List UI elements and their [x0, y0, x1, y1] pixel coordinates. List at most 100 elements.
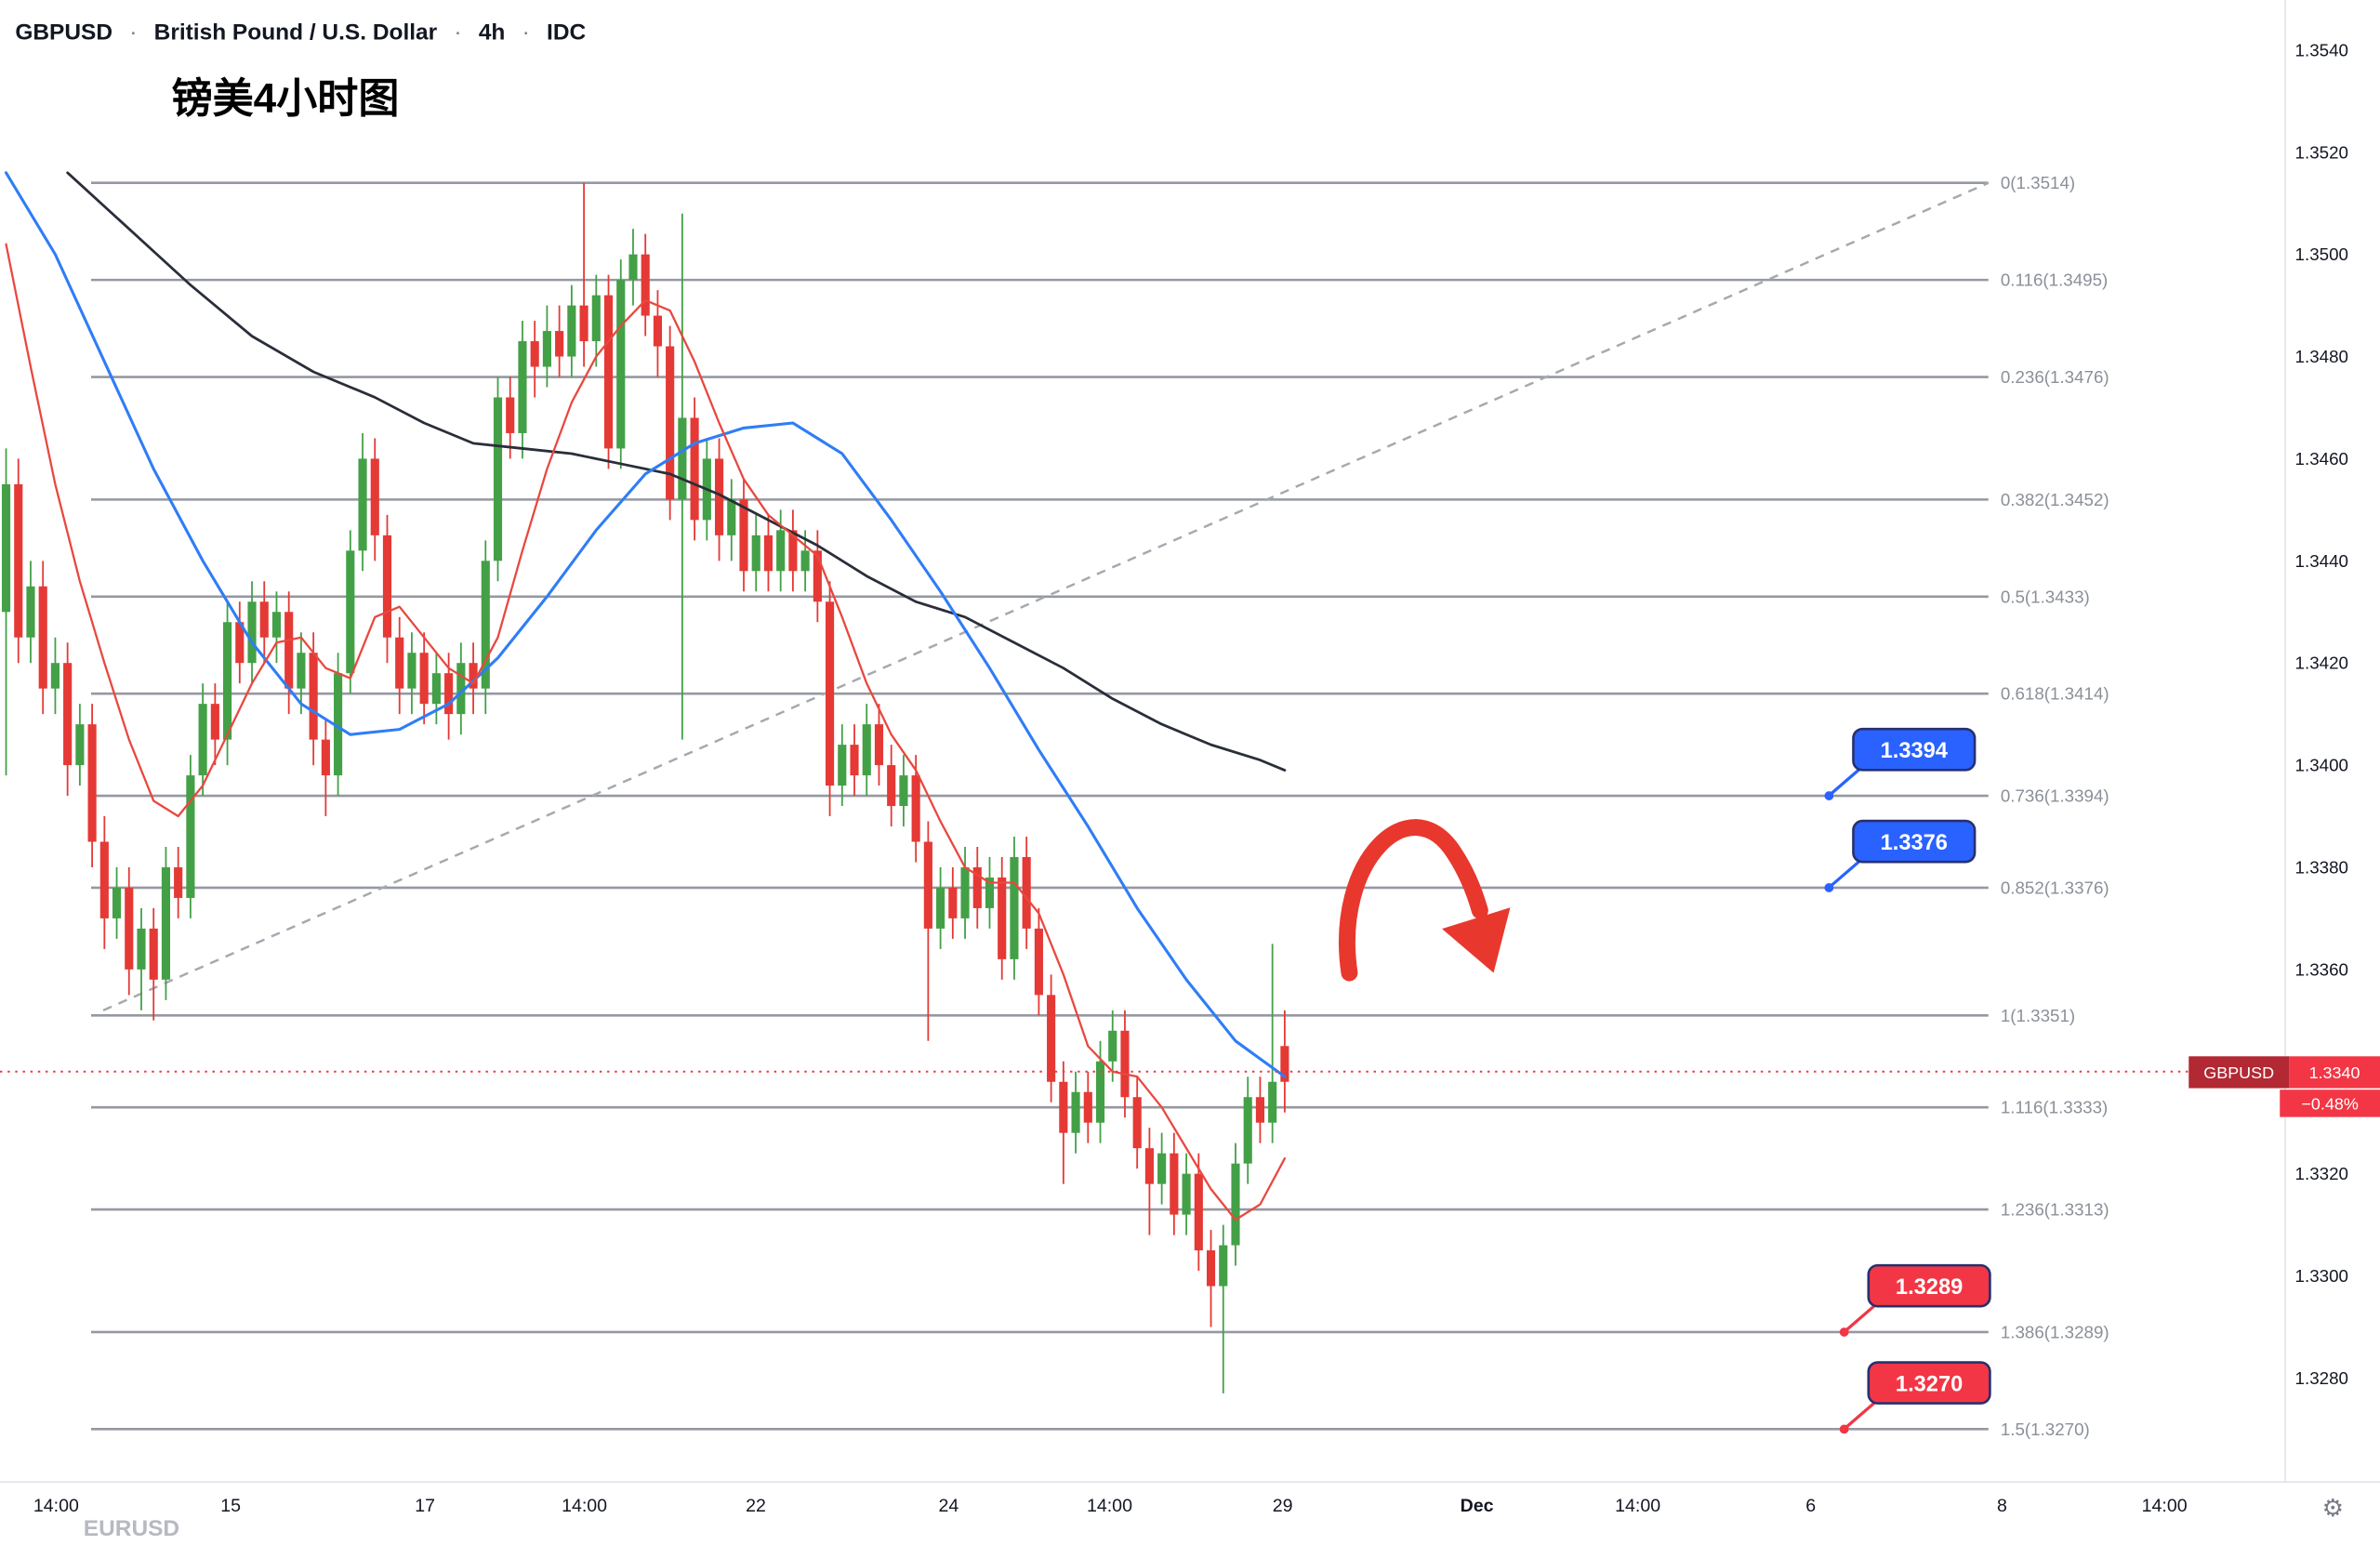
time-axis-label[interactable]: 29: [1273, 1496, 1293, 1516]
candle-body: [1268, 1081, 1277, 1123]
time-axis-label[interactable]: 6: [1805, 1496, 1816, 1516]
candle-body: [530, 341, 539, 367]
price-axis-label[interactable]: 1.3320: [2295, 1164, 2348, 1183]
fib-level-label: 0.618(1.3414): [2001, 684, 2109, 704]
callout-box[interactable]: [1867, 1263, 1991, 1308]
time-axis-label[interactable]: 14:00: [33, 1496, 79, 1516]
callout-anchor-dot: [1824, 883, 1834, 892]
price-axis-label[interactable]: 1.3420: [2295, 654, 2348, 673]
badge-symbol: GBPUSD: [2203, 1063, 2274, 1082]
callout-anchor-dot: [1839, 1424, 1849, 1434]
callout-box[interactable]: [1852, 819, 1977, 864]
candle-body: [948, 887, 958, 918]
fib-level-label: 1.5(1.3270): [2001, 1420, 2090, 1439]
price-axis-label[interactable]: 1.3400: [2295, 756, 2348, 775]
price-axis-label[interactable]: 1.3360: [2295, 959, 2348, 979]
candle-body: [960, 866, 970, 918]
price-axis-label[interactable]: 1.3280: [2295, 1368, 2348, 1388]
symbol-header[interactable]: GBPUSD · British Pound / U.S. Dollar · 4…: [15, 20, 586, 45]
candle-body: [186, 775, 195, 898]
candle-body: [972, 866, 982, 908]
price-axis-label[interactable]: 1.3500: [2295, 244, 2348, 264]
candle-body: [370, 458, 379, 535]
candle-body: [456, 663, 466, 715]
price-badge: GBPUSD 1.3340 −0.48%: [2188, 1056, 2380, 1117]
candle-body: [1095, 1061, 1105, 1123]
candle-body: [555, 331, 564, 357]
candle-body: [259, 601, 269, 638]
candle-body: [26, 586, 35, 638]
candle-body: [1231, 1163, 1240, 1246]
fib-level-label: 1.386(1.3289): [2001, 1322, 2109, 1341]
candle-body: [174, 866, 183, 898]
candle-body: [346, 550, 355, 674]
candle-body: [87, 724, 97, 842]
candle-body: [923, 841, 932, 929]
fib-retracement-tool[interactable]: 0(1.3514) 0.116(1.3495) 0.236(1.3476) 0.382…: [90, 173, 2109, 1439]
candle-body: [112, 887, 122, 918]
candle-body: [653, 315, 662, 347]
symbol-name[interactable]: GBPUSD: [15, 20, 112, 45]
time-axis-label[interactable]: 8: [1997, 1496, 2007, 1516]
price-axis-label[interactable]: 1.3460: [2295, 449, 2348, 469]
candle-body: [1034, 928, 1043, 996]
time-axis-label[interactable]: 15: [220, 1496, 241, 1516]
price-callout[interactable]: 1.3376: [1824, 819, 1977, 892]
candle-body: [235, 622, 245, 664]
arrow-head: [1442, 907, 1511, 973]
candle-body: [603, 295, 614, 449]
candle-body: [284, 612, 294, 689]
price-axis-label[interactable]: 1.3520: [2295, 142, 2348, 162]
candle-body: [149, 928, 158, 980]
price-callout[interactable]: 1.3394: [1824, 727, 1977, 800]
candle-body: [395, 637, 404, 689]
callout-price-text: 1.3289: [1896, 1275, 1963, 1300]
price-callout[interactable]: 1.3270: [1839, 1361, 1991, 1434]
time-axis-label[interactable]: 14:00: [1615, 1496, 1660, 1516]
arrow-annotation[interactable]: [1339, 819, 1511, 982]
price-axis-label[interactable]: 1.3480: [2295, 347, 2348, 366]
candle-body: [38, 586, 47, 689]
callout-box[interactable]: [1852, 727, 1977, 772]
chart-annotation-title[interactable]: 镑美4小时图: [171, 76, 399, 122]
candle-body: [800, 550, 810, 572]
time-axis-label[interactable]: 14:00: [2142, 1496, 2188, 1516]
time-axis-label[interactable]: 14:00: [1087, 1496, 1132, 1516]
fib-level-label: 0.116(1.3495): [2001, 271, 2108, 290]
settings-icon[interactable]: ⚙: [2322, 1494, 2344, 1522]
interval-label[interactable]: 4h: [479, 20, 506, 45]
callout-box[interactable]: [1867, 1361, 1991, 1405]
time-axis-label[interactable]: Dec: [1461, 1496, 1494, 1516]
candle-body: [985, 877, 995, 908]
price-callout[interactable]: 1.3289: [1839, 1263, 1991, 1337]
candle-body: [1255, 1097, 1264, 1123]
candle-body: [444, 673, 454, 715]
time-axis-label[interactable]: 17: [415, 1496, 435, 1516]
candle-body: [198, 704, 207, 776]
moving-average-lines: [4, 171, 1287, 1221]
time-axis-label[interactable]: 14:00: [562, 1496, 607, 1516]
candle-body: [309, 653, 318, 740]
candle-body: [899, 775, 908, 807]
candle-body: [1182, 1173, 1191, 1215]
price-axis-label[interactable]: 1.3300: [2295, 1266, 2348, 1286]
fib-level-label: 0.5(1.3433): [2001, 587, 2090, 606]
candle-body: [431, 673, 441, 705]
callout-price-text: 1.3394: [1881, 739, 1949, 763]
time-axis-label[interactable]: 24: [939, 1496, 959, 1516]
candle-body: [826, 601, 835, 786]
candle-body: [579, 305, 588, 342]
candle-body: [1157, 1153, 1167, 1184]
time-axis-label[interactable]: 22: [746, 1496, 766, 1516]
price-axis-label[interactable]: 1.3540: [2295, 40, 2348, 59]
price-callout-labels[interactable]: 1.3394 1.3376 1.3289 1.3270: [1824, 727, 1991, 1434]
candle-body: [1219, 1245, 1228, 1287]
candle-body: [887, 765, 896, 807]
candle-body: [1120, 1030, 1130, 1098]
price-axis-label[interactable]: 1.3440: [2295, 551, 2348, 571]
price-axis-label[interactable]: 1.3380: [2295, 858, 2348, 878]
candle-body: [506, 397, 515, 433]
